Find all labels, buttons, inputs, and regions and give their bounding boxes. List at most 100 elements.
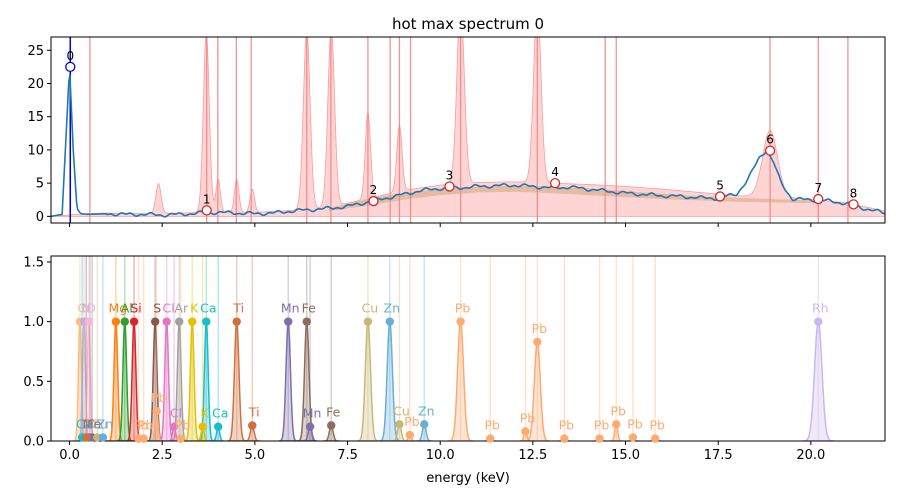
top-axes: 0 5 10 15 20 25 0 1 2 3 4 5 6 7 8 [27,36,886,227]
element-peak [158,321,175,441]
x-tick-label: 17.5 [704,448,733,463]
element-marker [521,427,530,436]
peak-marker [368,195,379,207]
element-label: Ca [200,301,216,316]
element-label: Cu [362,301,379,316]
element-marker [363,317,373,326]
element-marker [176,434,185,443]
element-label: Zn [418,403,435,418]
element-marker [98,433,108,442]
element-marker [82,433,91,442]
peak-label: 2 [370,183,378,197]
element-marker [213,422,223,431]
element-marker [302,317,311,326]
element-label: Zn [97,416,114,431]
peak-marker [444,181,455,192]
y-tick-label: 0.5 [23,375,44,390]
axes-frame [50,255,886,442]
element-label: O [86,301,96,316]
peak-label: 8 [850,186,858,200]
element-label: Pb [627,416,643,431]
peak-marker [848,199,859,210]
element-label: Pb [133,418,149,433]
element-label: C [78,301,87,316]
element-marker [150,317,160,326]
peak-marker [764,145,776,156]
element-marker [162,317,171,326]
spectrum-line [51,75,885,218]
element-label: K [201,406,210,421]
axes-frame [50,36,886,224]
x-tick-label: 12.5 [518,448,547,463]
element-label: Ca [212,406,228,421]
bottom-axes: 0.0 0.5 1.0 1.5 0.0 2.5 5.0 7.5 10.0 12.5 15.0 17.5… [23,255,886,463]
element-peak [297,319,317,441]
element-marker [284,317,293,326]
element-label: Fe [326,404,341,419]
peak-marker [65,61,76,73]
peak-marker [549,177,561,189]
y-tick-label: 10 [27,143,44,158]
plot-area [51,37,885,223]
element-marker [595,434,604,443]
peak-label: 7 [814,181,822,195]
element-label: Mn [303,406,322,421]
x-tick-label: 15.0 [611,448,640,463]
element-label: Al [121,301,133,316]
element-label: Pb [594,418,610,433]
x-tick-label: 20.0 [796,448,825,463]
element-label: Rh [812,301,829,316]
element-marker [111,317,121,326]
y-tick-label: 5 [36,177,44,192]
y-tick-label: 0.0 [23,435,44,450]
element-label: Cl [82,416,94,431]
element-label: Pb [649,418,665,433]
x-tick-label: 5.0 [245,448,266,463]
element-label: Pb [532,321,548,336]
element-marker [305,422,315,431]
y-tick-label: 0 [36,210,44,225]
element-marker [84,317,94,326]
element-peak [447,319,474,441]
element-label: Mn [281,301,300,316]
x-tick-label: 7.5 [337,448,358,463]
element-label: Si [130,301,141,316]
element-peak [356,319,380,441]
peak-marker [714,191,726,202]
element-marker [129,317,139,326]
element-marker [420,420,429,429]
element-label: Fe [302,301,317,316]
element-label: Cu [91,416,108,431]
fit-envelope [51,37,885,217]
peak-label: 1 [203,192,211,206]
element-label: Pb [404,414,420,429]
peak-label: 4 [551,165,559,179]
y-tick-label: 1.0 [23,315,44,330]
element-label: Ti [232,301,244,316]
element-marker [533,337,542,347]
peak-label: 0 [66,49,74,63]
element-marker [248,421,257,430]
element-label: Mn [83,416,102,431]
element-label: Pb [151,390,167,405]
x-tick-label: 0.0 [59,448,80,463]
element-label: K [190,301,199,316]
element-label: Pb [138,418,154,433]
peak-label: 5 [716,178,724,192]
element-label: Cl [163,301,175,316]
element-marker [188,317,197,326]
element-label: Pb [611,403,627,418]
x-tick-label: 2.5 [152,448,173,463]
element-marker [198,422,207,431]
peak-label: 6 [766,133,774,147]
element-label: S [153,301,161,316]
y-tick-label: 15 [27,110,44,125]
element-label: N [81,301,90,316]
element-label: Ar [174,301,189,316]
element-marker [139,434,148,443]
element-label: Zn [384,301,401,316]
element-marker [814,317,823,326]
element-label: Fe [87,416,102,431]
element-marker [456,317,465,326]
peak-marker [813,193,824,205]
